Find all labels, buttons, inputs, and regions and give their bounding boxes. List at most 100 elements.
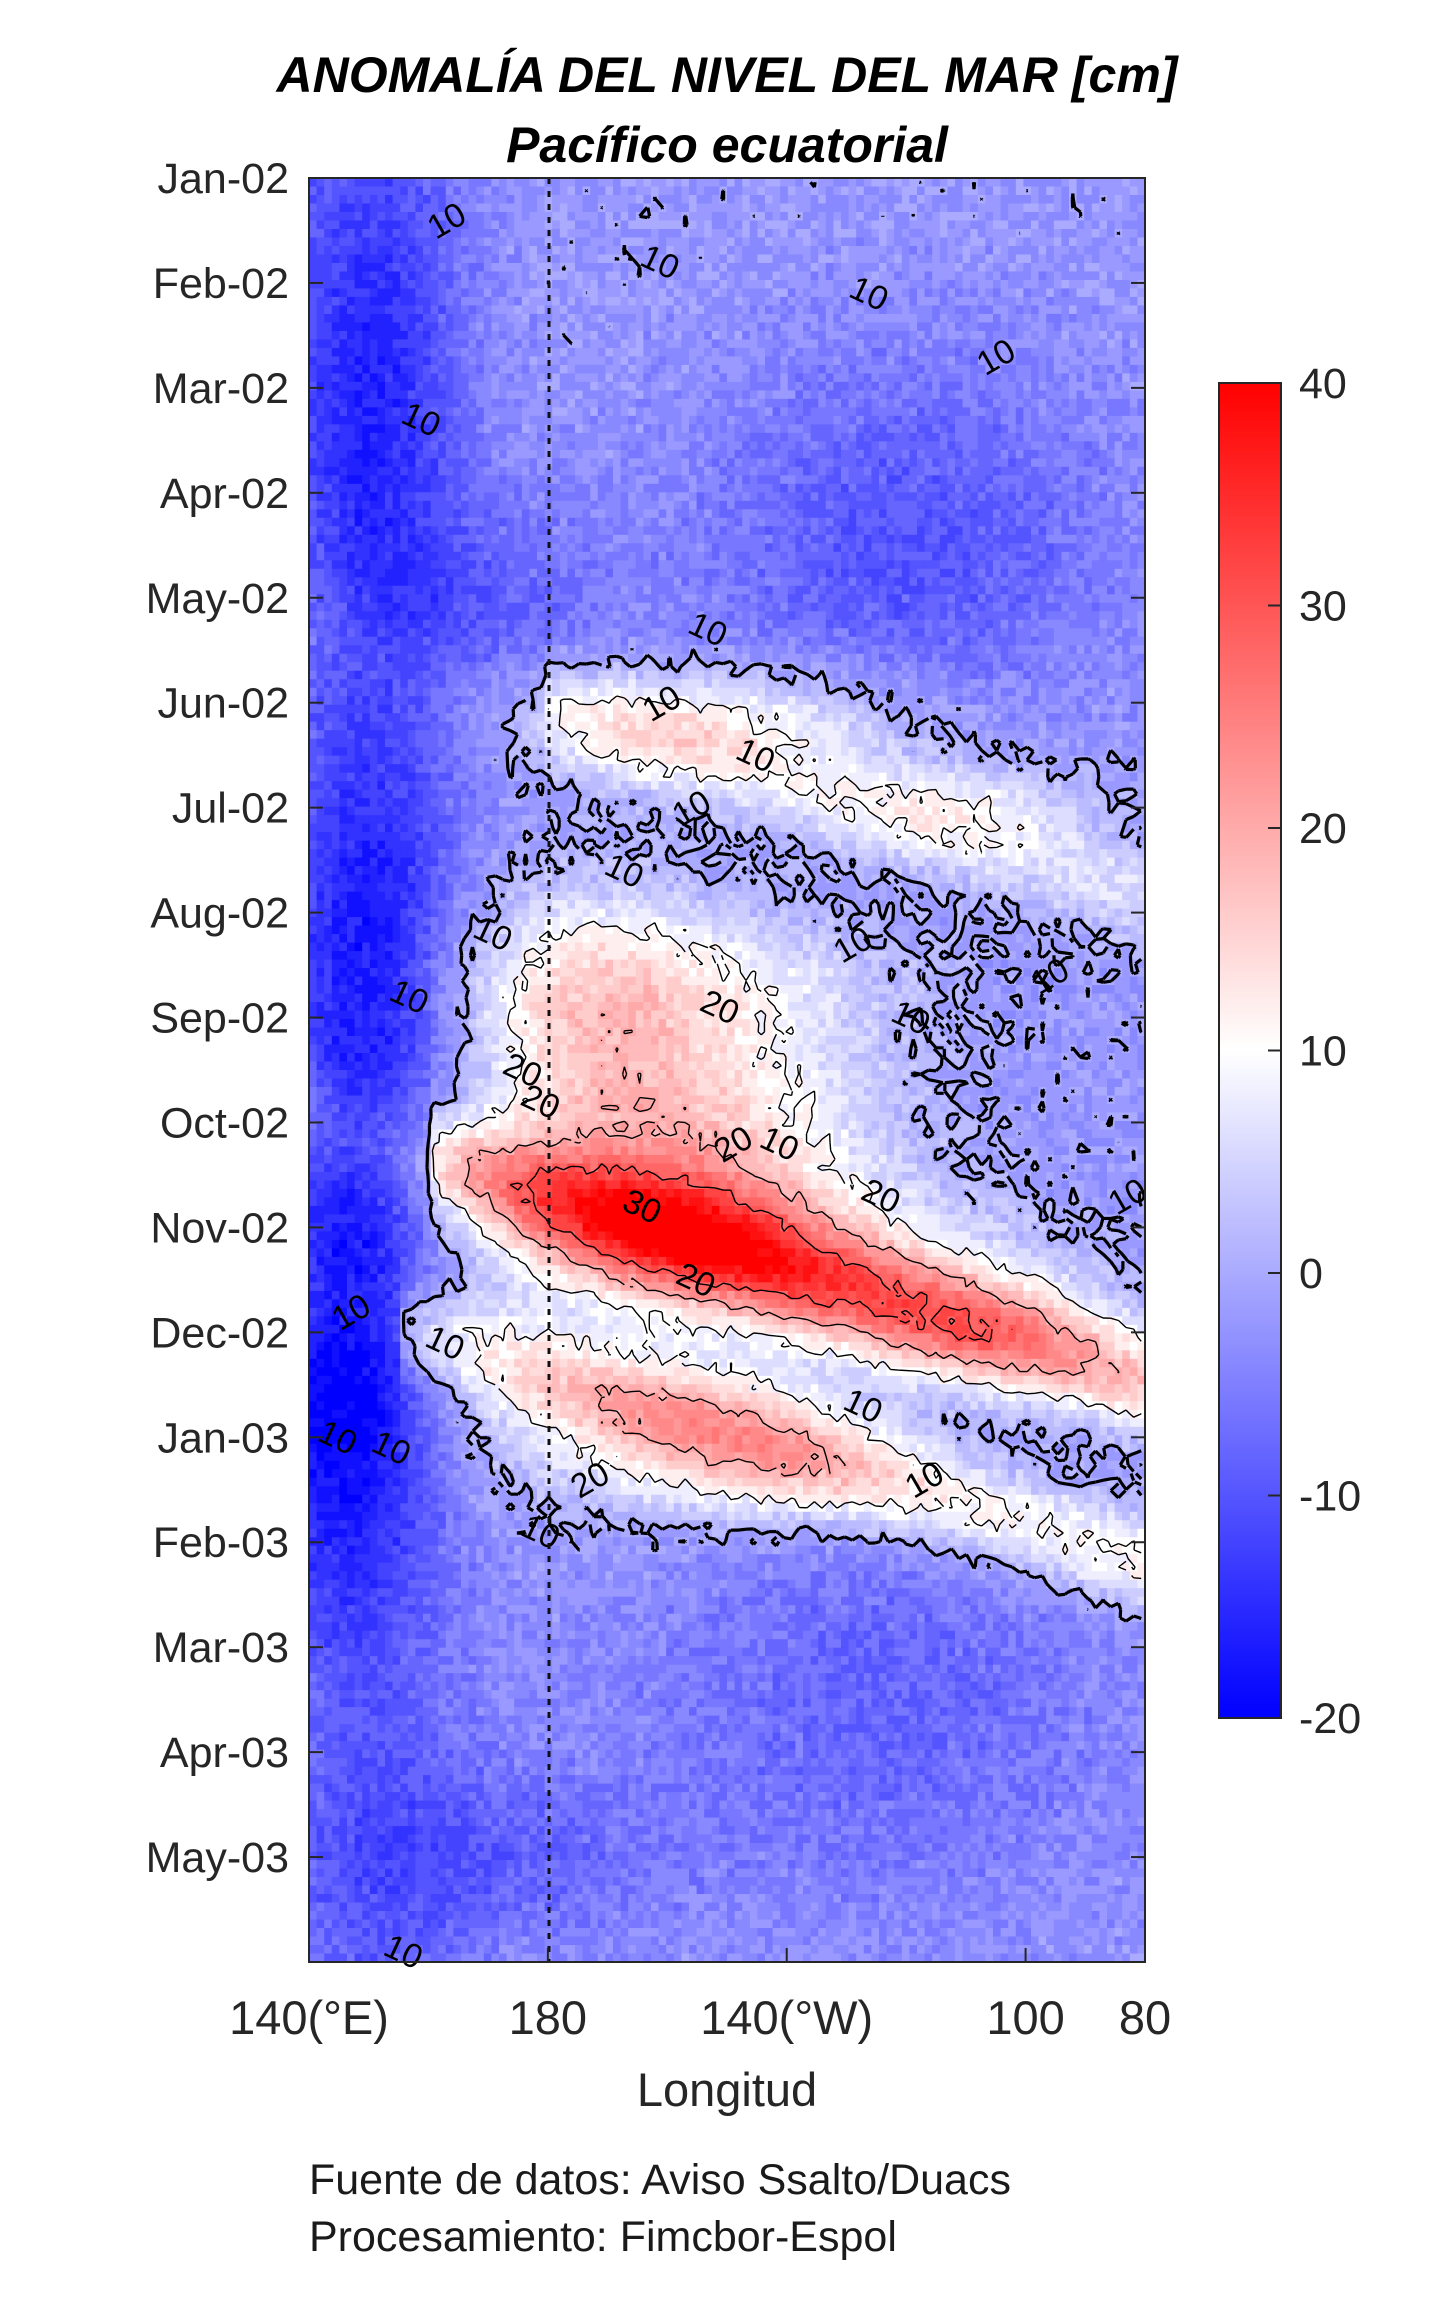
heatmap-cell (780, 220, 789, 230)
heatmap-cell (932, 551, 941, 561)
heatmap-cell (787, 381, 796, 391)
heatmap-cell (1137, 194, 1146, 205)
heatmap-cell (1114, 245, 1123, 256)
heatmap-cell (658, 356, 667, 366)
heatmap-cell (628, 398, 637, 408)
heatmap-cell (529, 220, 538, 230)
heatmap-cell (1084, 322, 1093, 332)
heatmap-cell (886, 313, 895, 324)
heatmap-cell (742, 220, 751, 230)
heatmap-cell (795, 296, 804, 307)
heatmap-cell (658, 517, 667, 527)
heatmap-cell (347, 543, 356, 553)
heatmap-cell (924, 262, 933, 273)
heatmap-cell (1069, 534, 1078, 544)
heatmap-cell (1114, 178, 1123, 188)
heatmap-cell (689, 458, 698, 468)
heatmap-cell (529, 551, 538, 561)
heatmap-cell (947, 373, 956, 383)
heatmap-cell (810, 194, 819, 205)
heatmap-cell (765, 500, 774, 510)
heatmap-cell (658, 390, 667, 400)
heatmap-cell (977, 534, 986, 544)
heatmap-cell (316, 492, 325, 502)
heatmap-cell (483, 237, 492, 247)
heatmap-cell (833, 186, 842, 196)
heatmap-cell (377, 432, 386, 442)
heatmap-cell (597, 424, 606, 434)
heatmap-cell (658, 483, 667, 493)
heatmap-cell (354, 220, 363, 230)
heatmap-cell (841, 517, 850, 527)
heatmap-cell (704, 279, 713, 290)
heatmap-cell (415, 500, 424, 510)
heatmap-cell (605, 288, 614, 298)
heatmap-cell (1015, 347, 1024, 357)
heatmap-cell (765, 288, 774, 298)
heatmap-cell (727, 475, 736, 485)
heatmap-cell (863, 237, 872, 247)
heatmap-cell (559, 220, 568, 230)
heatmap-cell (765, 492, 774, 502)
heatmap-cell (1031, 432, 1040, 442)
heatmap-cell (430, 364, 439, 374)
heatmap-cell (628, 534, 637, 544)
heatmap-cell (1015, 305, 1024, 315)
heatmap-cell (719, 322, 728, 332)
heatmap-cell (1053, 500, 1062, 510)
heatmap-cell (423, 203, 432, 213)
heatmap-cell (977, 475, 986, 485)
heatmap-cell (901, 415, 910, 425)
heatmap-cell (354, 211, 363, 222)
heatmap-cell (1053, 356, 1062, 366)
heatmap-cell (825, 178, 834, 188)
heatmap-cell (354, 466, 363, 476)
heatmap-cell (886, 203, 895, 213)
heatmap-cell (886, 178, 895, 188)
heatmap-cell (635, 543, 644, 553)
heatmap-cell (742, 441, 751, 451)
heatmap-cell (1053, 279, 1062, 290)
heatmap-cell (1122, 194, 1131, 205)
heatmap-cell (339, 347, 348, 357)
heatmap-cell (476, 551, 485, 561)
heatmap-cell (962, 271, 971, 281)
heatmap-cell (537, 543, 546, 553)
heatmap-cell (605, 543, 614, 553)
heatmap-cell (947, 424, 956, 434)
heatmap-cell (559, 407, 568, 417)
heatmap-cell (415, 373, 424, 383)
heatmap-cell (863, 424, 872, 434)
heatmap-cell (909, 194, 918, 205)
heatmap-cell (476, 509, 485, 519)
heatmap-cell (529, 347, 538, 357)
heatmap-cell (689, 364, 698, 374)
heatmap-cell (635, 560, 644, 570)
heatmap-cell (605, 194, 614, 205)
heatmap-cell (331, 424, 340, 434)
heatmap-cell (719, 517, 728, 527)
heatmap-cell (734, 279, 743, 290)
heatmap-cell (1061, 194, 1070, 205)
heatmap-cell (696, 381, 705, 391)
heatmap-cell (742, 211, 751, 222)
heatmap-cell (529, 509, 538, 519)
heatmap-cell (901, 186, 910, 196)
heatmap-cell (1015, 398, 1024, 408)
heatmap-cell (1061, 381, 1070, 391)
heatmap-cell (331, 466, 340, 476)
heatmap-cell (552, 279, 561, 290)
heatmap-cell (803, 500, 812, 510)
heatmap-cell (757, 543, 766, 553)
heatmap-cell (476, 560, 485, 570)
heatmap-cell (461, 407, 470, 417)
heatmap-cell (658, 432, 667, 442)
heatmap-cell (620, 254, 629, 264)
heatmap-cell (673, 492, 682, 502)
heatmap-cell (856, 432, 865, 442)
heatmap-cell (924, 534, 933, 544)
heatmap-cell (795, 254, 804, 264)
heatmap-cell (415, 492, 424, 502)
heatmap-cell (1061, 364, 1070, 374)
heatmap-cell (681, 203, 690, 213)
